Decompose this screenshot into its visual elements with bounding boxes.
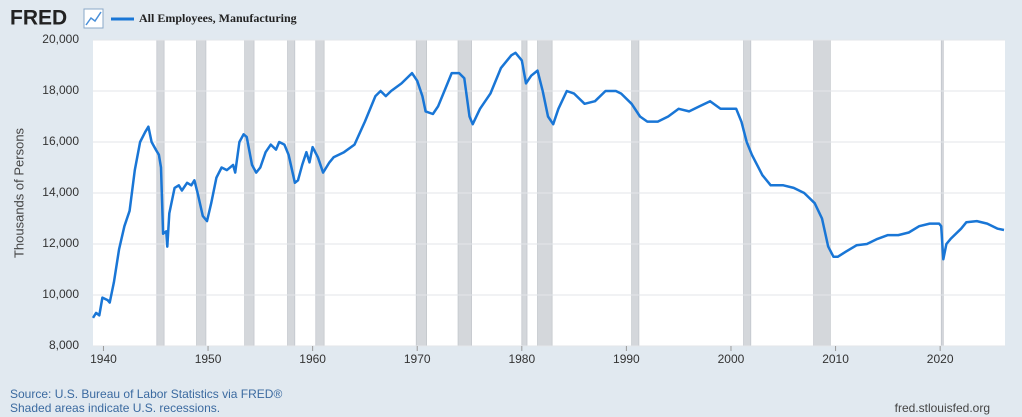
x-tick-label: 1950	[195, 352, 222, 366]
y-tick-label: 14,000	[42, 185, 79, 199]
x-tick-label: 1980	[508, 352, 535, 366]
logo-icon-line	[85, 11, 102, 26]
legend-label: All Employees, Manufacturing	[139, 11, 297, 25]
x-tick-label: 1940	[90, 352, 117, 366]
x-tick-label: 2010	[822, 352, 849, 366]
logo-icon	[83, 8, 104, 29]
y-tick-label: 16,000	[42, 134, 79, 148]
source-note: Source: U.S. Bureau of Labor Statistics …	[10, 387, 282, 401]
y-tick-label: 20,000	[42, 32, 79, 46]
recession-note: Shaded areas indicate U.S. recessions.	[10, 401, 220, 415]
x-tick-label: 2020	[927, 352, 954, 366]
data-line	[91, 51, 1005, 319]
y-tick-label: 8,000	[49, 338, 79, 352]
y-tick-label: 18,000	[42, 83, 79, 97]
x-tick-label: 2000	[718, 352, 745, 366]
x-tick-label: 1990	[613, 352, 640, 366]
x-tick-label: 1960	[299, 352, 326, 366]
y-tick-label: 12,000	[42, 236, 79, 250]
x-tick-label: 1970	[404, 352, 431, 366]
y-axis-label: Thousands of Persons	[11, 127, 26, 258]
site-url: fred.stlouisfed.org	[895, 401, 990, 415]
brand-logo: FRED	[10, 7, 67, 30]
y-tick-label: 10,000	[42, 287, 79, 301]
